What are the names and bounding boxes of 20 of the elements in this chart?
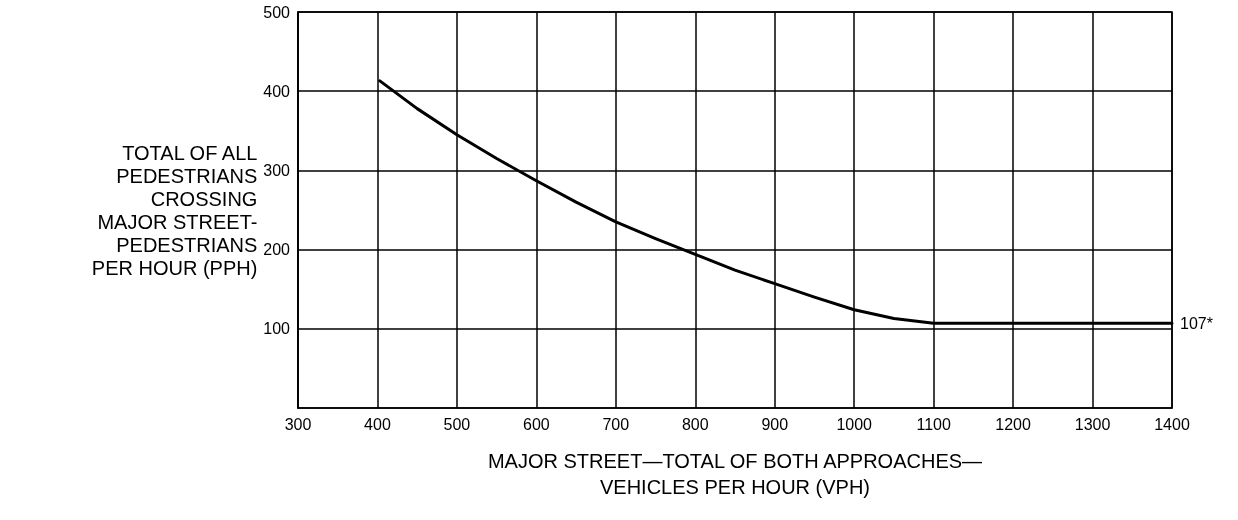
- x-axis-title: MAJOR STREET—TOTAL OF BOTH APPROACHES— VEHICLES PER HOUR (VPH): [487, 450, 983, 498]
- x-tick-label: 400: [364, 415, 391, 433]
- x-tick-label: 800: [681, 415, 709, 433]
- x-tick-label: 1400: [1154, 415, 1190, 433]
- y-tick-label: 200: [263, 241, 291, 259]
- x-tick-label: 1200: [995, 415, 1031, 433]
- x-tick-label: 600: [523, 415, 550, 433]
- x-tick-label: 1300: [1074, 415, 1111, 433]
- annotation: 107*: [1180, 314, 1213, 332]
- x-tick-label: 300: [284, 415, 312, 433]
- y-tick-label: 400: [263, 82, 291, 100]
- x-tick-label: 700: [602, 415, 630, 433]
- y-tick-label: 500: [263, 3, 291, 21]
- x-tick-label: 1000: [836, 415, 873, 433]
- y-tick-label: 300: [263, 161, 291, 179]
- y-tick-label: 100: [263, 320, 291, 338]
- y-axis-title: TOTAL OF ALL PEDESTRIANS CROSSING MAJOR STREET- PEDESTRIANS PER HOUR (PPH): [91, 141, 258, 279]
- x-tick-label: 1100: [916, 415, 951, 433]
- x-tick-label: 900: [761, 415, 789, 433]
- x-tick-label: 500: [443, 415, 471, 433]
